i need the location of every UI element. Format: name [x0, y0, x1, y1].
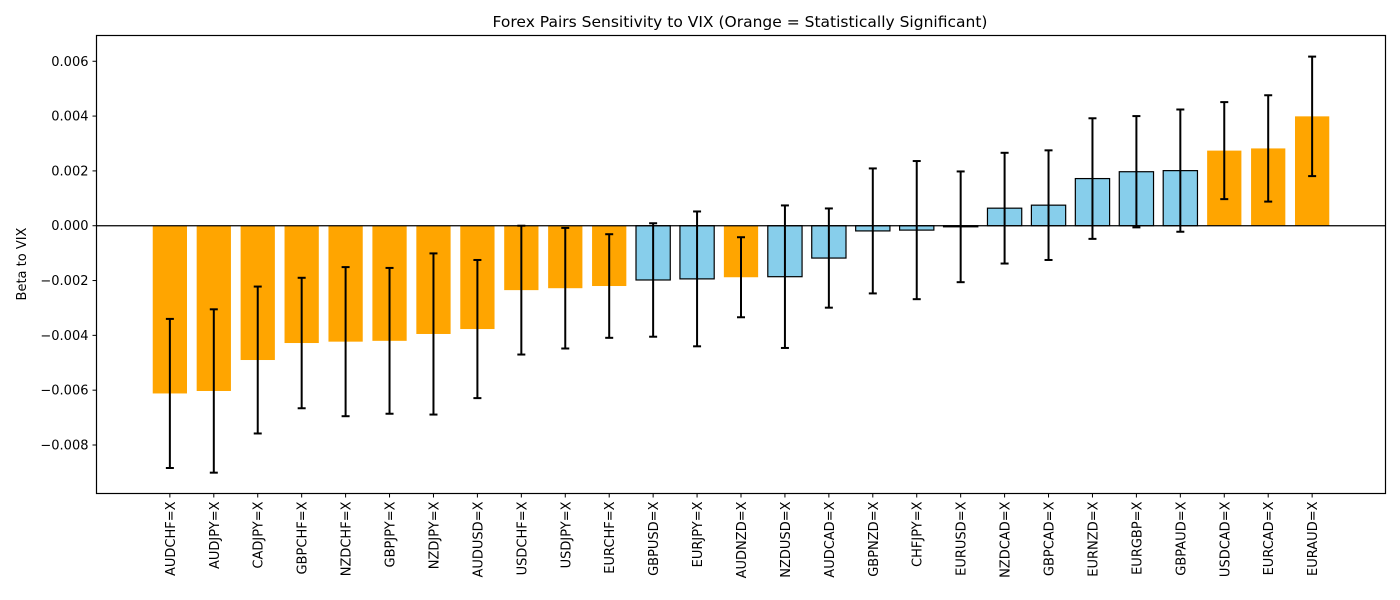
y-tick-label: −0.008 [40, 438, 88, 453]
y-tick-label: 0.002 [51, 164, 88, 179]
x-tick-label: EURCHF=X [603, 501, 618, 573]
x-tick-label: GBPNZD=X [867, 501, 882, 576]
y-tick-label: −0.002 [40, 274, 88, 289]
plot-frame [95, 34, 1387, 495]
y-tick-label: 0.004 [51, 110, 88, 125]
x-tick-label: USDCHF=X [515, 501, 530, 575]
chart-title: Forex Pairs Sensitivity to VIX (Orange =… [493, 13, 988, 31]
x-tick-label: CADJPY=X [252, 501, 267, 568]
y-tick-label: 0.000 [51, 219, 88, 234]
y-tick-label: −0.004 [40, 329, 88, 344]
x-tick-label: AUDJPY=X [208, 501, 223, 569]
x-tick-label: NZDJPY=X [427, 501, 442, 569]
x-tick-label: AUDCAD=X [823, 501, 838, 577]
x-tick-label: USDJPY=X [559, 501, 574, 568]
x-tick-label: GBPCAD=X [1043, 501, 1058, 576]
x-tick-label: NZDCHF=X [340, 501, 355, 576]
x-tick-label: GBPJPY=X [384, 501, 399, 567]
x-tick-label: AUDCHF=X [164, 501, 179, 576]
y-tick-label: 0.006 [51, 55, 88, 70]
x-tick-label: AUDNZD=X [735, 501, 750, 578]
x-tick-label: GBPAUD=X [1174, 501, 1189, 575]
x-tick-label: AUDUSD=X [471, 501, 486, 577]
x-tick-label: EURCAD=X [1262, 501, 1277, 575]
error-bars-group [165, 55, 1317, 474]
x-tick-label: EURGBP=X [1130, 501, 1145, 574]
x-axis-ticks: AUDCHF=X AUDJPY=X CADJPY=X GBPCHF=X NZDCHF=X… [164, 493, 1321, 578]
x-tick-label: GBPCHF=X [296, 501, 311, 574]
x-tick-label: NZDCAD=X [999, 501, 1014, 578]
x-tick-label: EURNZD=X [1086, 501, 1101, 576]
y-axis-ticks: −0.008 −0.006 −0.004 −0.002 0.000 0.002 0.004 0… [40, 55, 97, 453]
x-tick-label: USDCAD=X [1218, 501, 1233, 577]
x-tick-label: GBPUSD=X [647, 501, 662, 576]
x-tick-label: CHFJPY=X [911, 501, 926, 567]
x-tick-label: EURAUD=X [1306, 501, 1321, 576]
x-tick-label: EURUSD=X [955, 501, 970, 575]
y-axis-label: Beta to VIX [15, 227, 30, 300]
x-tick-label: EURJPY=X [691, 501, 706, 567]
x-tick-label: NZDUSD=X [779, 501, 794, 577]
y-tick-label: −0.006 [40, 384, 88, 399]
